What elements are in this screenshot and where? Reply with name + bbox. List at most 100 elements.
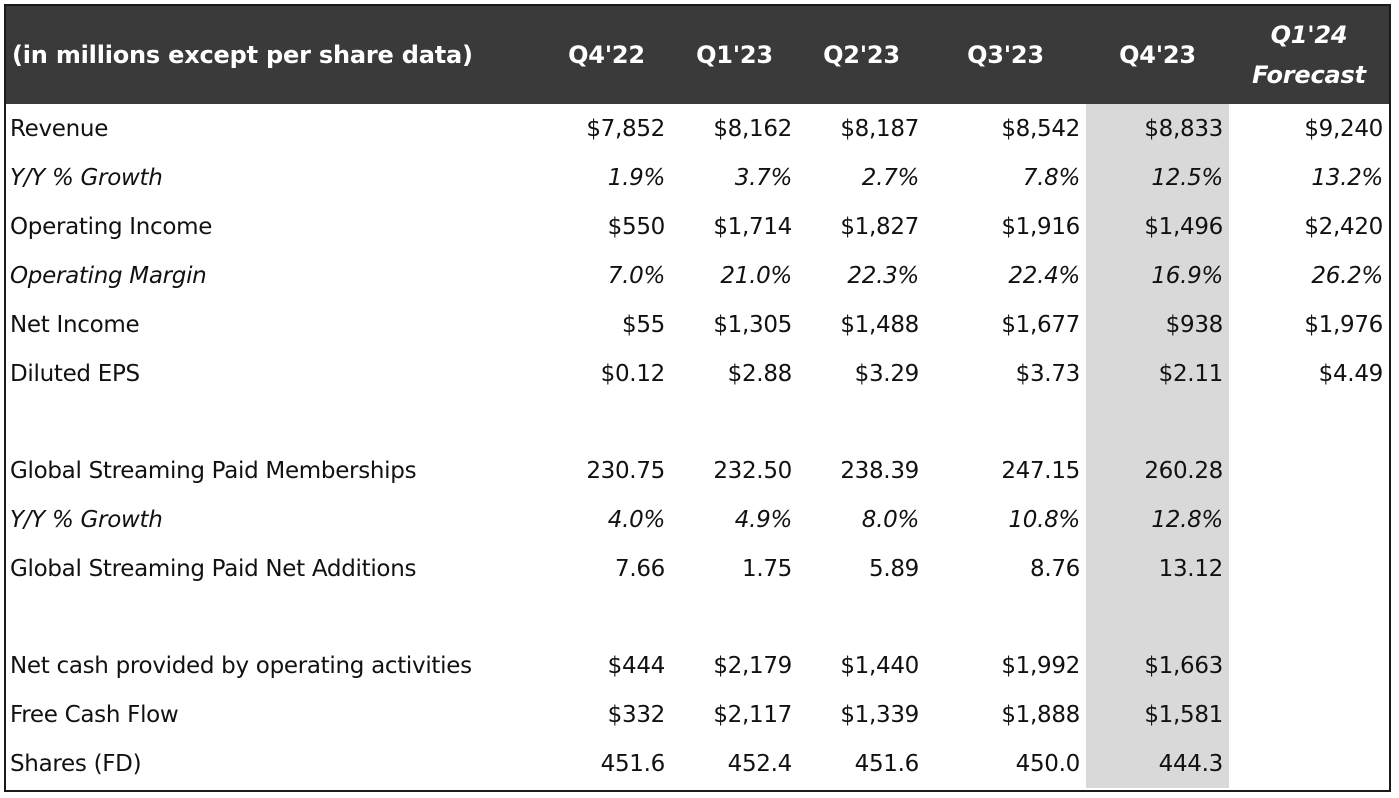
value-cell: $2.88 (727, 360, 793, 387)
row-label (6, 593, 542, 641)
header-q3-23: Q3'23 (925, 6, 1086, 104)
value-cell: $1,488 (840, 311, 919, 338)
value-cell: $9,240 (1304, 115, 1383, 142)
value-cell: 22.4% (1008, 262, 1080, 289)
table-row: Global Streaming Paid Net Additions 7.66 1… (6, 544, 1389, 593)
table-header: (in millions except per share data) Q4'2… (6, 6, 1389, 104)
value-cell (542, 593, 671, 641)
value-cell: $1,714 (713, 213, 792, 240)
value-cell: $8,833 (1086, 104, 1229, 153)
value-cell: 26.2% (1311, 262, 1383, 289)
value-cell: 450.0 (1015, 750, 1081, 777)
value-cell: 12.5% (1086, 153, 1229, 202)
value-cell: $1,581 (1086, 690, 1229, 739)
value-cell: 444.3 (1086, 739, 1229, 788)
value-cell: 10.8% (1008, 506, 1080, 533)
value-cell (1229, 398, 1389, 446)
value-cell (542, 398, 671, 446)
value-cell: $4.49 (1318, 360, 1384, 387)
value-cell (671, 398, 798, 446)
value-cell: 1.75 (741, 555, 792, 582)
value-cell: $1,496 (1086, 202, 1229, 251)
table-row: Net cash provided by operating activitie… (6, 641, 1389, 690)
value-cell: 4.9% (734, 506, 793, 533)
value-cell: $1,305 (713, 311, 792, 338)
value-cell: $8,162 (713, 115, 792, 142)
table-row: Net Income $55 $1,305 $1,488 $1,677 $938 $1,97… (6, 300, 1389, 349)
row-label: Revenue (10, 115, 109, 142)
value-cell (1229, 739, 1389, 788)
value-cell: $1,976 (1304, 311, 1383, 338)
row-label: Operating Margin (10, 262, 207, 289)
value-cell: 7.0% (607, 262, 666, 289)
row-label: Free Cash Flow (10, 701, 179, 728)
table-row: Revenue $7,852 $8,162 $8,187 $8,542 $8,833 $9,… (6, 104, 1389, 153)
row-label (6, 398, 542, 446)
value-cell: 452.4 (727, 750, 793, 777)
value-cell: 3.7% (734, 164, 793, 191)
row-label: Operating Income (10, 213, 213, 240)
value-cell: 260.28 (1086, 446, 1229, 495)
value-cell: 1.9% (607, 164, 666, 191)
spacer-row (6, 593, 1389, 641)
table-row: Global Streaming Paid Memberships 230.75 2… (6, 446, 1389, 495)
value-cell: $2,179 (713, 652, 792, 679)
value-cell: 451.6 (600, 750, 666, 777)
value-cell (925, 398, 1086, 446)
spacer-row (6, 398, 1389, 446)
value-cell: 8.76 (1029, 555, 1080, 582)
value-cell: $444 (607, 652, 666, 679)
value-cell: 2.7% (861, 164, 920, 191)
table-row: Operating Margin 7.0% 21.0% 22.3% 22.4% 16.9%… (6, 251, 1389, 300)
row-label: Y/Y % Growth (10, 506, 163, 533)
header-q2-23: Q2'23 (798, 6, 925, 104)
value-cell: $550 (607, 213, 666, 240)
value-cell: $3.29 (854, 360, 920, 387)
header-units-label: (in millions except per share data) (6, 6, 542, 104)
value-cell: $2.11 (1086, 349, 1229, 398)
value-cell (798, 593, 925, 641)
value-cell: 8.0% (861, 506, 920, 533)
value-cell: $1,888 (1001, 701, 1080, 728)
value-cell: 7.66 (614, 555, 665, 582)
value-cell (798, 398, 925, 446)
value-cell: 4.0% (607, 506, 666, 533)
row-label: Y/Y % Growth (10, 164, 163, 191)
value-cell: 21.0% (720, 262, 792, 289)
value-cell: $1,827 (840, 213, 919, 240)
value-cell: 22.3% (847, 262, 919, 289)
value-cell (1229, 593, 1389, 641)
header-q1-23: Q1'23 (671, 6, 798, 104)
value-cell: 13.2% (1311, 164, 1383, 191)
value-cell (671, 593, 798, 641)
value-cell (1229, 641, 1389, 690)
row-label: Net cash provided by operating activitie… (10, 652, 472, 679)
value-cell: $3.73 (1015, 360, 1081, 387)
value-cell: $1,916 (1001, 213, 1080, 240)
header-q1-24-forecast: Q1'24 Forecast (1229, 6, 1389, 104)
value-cell: 13.12 (1086, 544, 1229, 593)
value-cell: $1,339 (840, 701, 919, 728)
value-cell: $938 (1086, 300, 1229, 349)
row-label: Diluted EPS (10, 360, 140, 387)
row-label: Global Streaming Paid Net Additions (10, 555, 417, 582)
value-cell: 451.6 (854, 750, 920, 777)
value-cell (1229, 690, 1389, 739)
row-label: Global Streaming Paid Memberships (10, 457, 417, 484)
value-cell: $0.12 (600, 360, 666, 387)
value-cell: $2,117 (713, 701, 792, 728)
value-cell (925, 593, 1086, 641)
table-row: Operating Income $550 $1,714 $1,827 $1,916 $1… (6, 202, 1389, 251)
value-cell: $1,677 (1001, 311, 1080, 338)
table-row: Y/Y % Growth 1.9% 3.7% 2.7% 7.8% 12.5% 13.2% (6, 153, 1389, 202)
table-row: Y/Y % Growth 4.0% 4.9% 8.0% 10.8% 12.8% (6, 495, 1389, 544)
table-row: Shares (FD) 451.6 452.4 451.6 450.0 444.3 (6, 739, 1389, 788)
value-cell: 232.50 (713, 457, 792, 484)
value-cell (1086, 398, 1229, 446)
header-forecast-quarter: Q1'24 (1270, 21, 1348, 49)
value-cell: $1,992 (1001, 652, 1080, 679)
value-cell: $8,542 (1001, 115, 1080, 142)
header-q4-23: Q4'23 (1086, 6, 1229, 104)
value-cell: 16.9% (1086, 251, 1229, 300)
value-cell: $332 (607, 701, 666, 728)
